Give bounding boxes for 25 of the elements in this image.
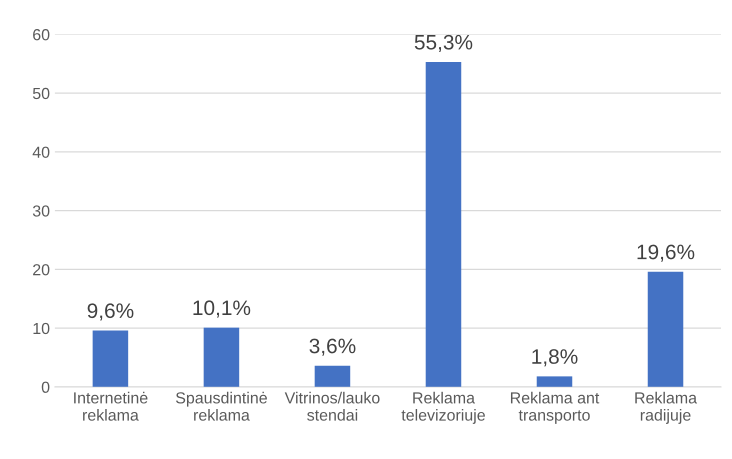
y-tick-label: 10 [33, 322, 50, 334]
x-tick-label: Internetinė reklama [74, 392, 148, 421]
y-tick-label: 30 [32, 205, 50, 217]
bar [536, 376, 572, 387]
y-tick-label: 20 [33, 264, 50, 276]
y-tick-label: 0 [42, 382, 50, 393]
data-label: 55,3% [414, 34, 472, 52]
bar [426, 62, 462, 387]
bar [92, 330, 128, 387]
x-tick-label: Reklama radijuje [635, 392, 698, 424]
bar [204, 328, 240, 387]
data-label: 3,6% [310, 338, 356, 356]
bar [648, 272, 684, 387]
bar [314, 366, 350, 387]
y-tick-label: 40 [32, 146, 50, 158]
data-label: 19,6% [638, 244, 694, 262]
data-label: 1,8% [532, 349, 578, 366]
x-tick-label: Spausdintinė reklama [176, 392, 267, 421]
x-tick-label: Vitrinos/lauko stendai [284, 392, 380, 421]
y-tick-label: 50 [32, 88, 50, 100]
x-tick-label: Reklama televizoriuje [402, 392, 485, 424]
data-label: 9,6% [88, 303, 134, 321]
y-tick-label: 60 [33, 29, 50, 40]
x-tick-label: Reklama ant transporto [510, 392, 600, 424]
data-label: 10,1% [193, 300, 250, 318]
